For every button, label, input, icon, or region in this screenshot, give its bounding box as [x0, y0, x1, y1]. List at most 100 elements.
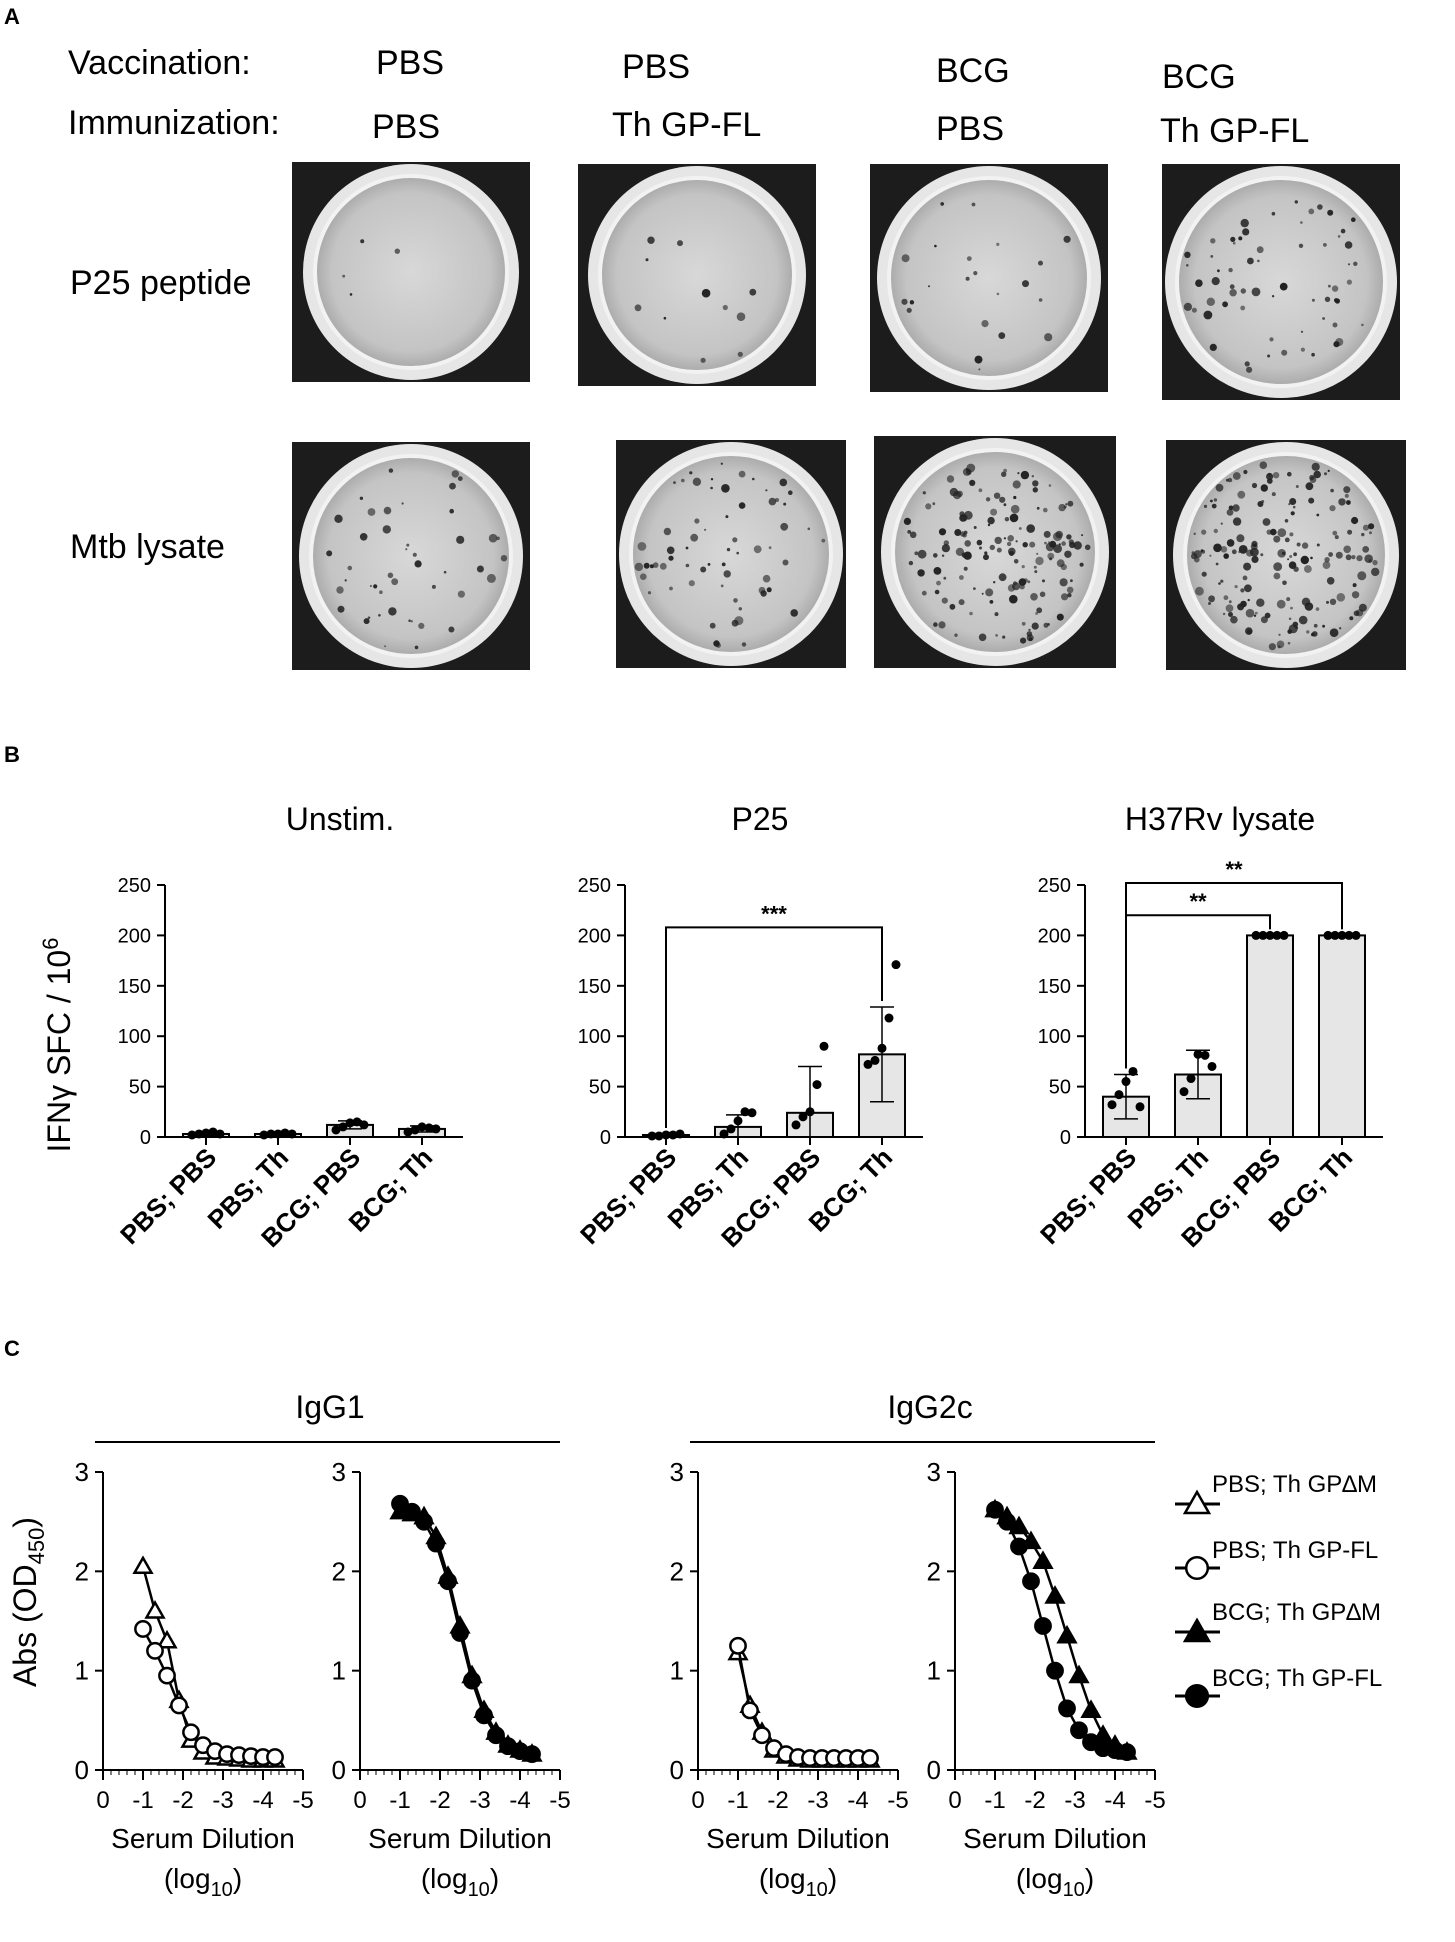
y-tick-label: 2	[75, 1556, 89, 1586]
spot	[1337, 235, 1341, 238]
spot	[1059, 578, 1068, 587]
spot	[1064, 550, 1072, 558]
spot	[1343, 486, 1351, 494]
spot	[1203, 310, 1213, 320]
spot	[985, 588, 994, 597]
data-point	[675, 1129, 685, 1139]
spot	[721, 562, 726, 567]
spot	[1278, 633, 1281, 636]
spot	[694, 518, 700, 524]
x-tick-label: -5	[292, 1787, 313, 1814]
spot	[367, 616, 371, 619]
spot	[1209, 554, 1212, 557]
spot	[685, 563, 690, 568]
panel-b-bar-charts: IFNγ SFC / 106 Unstim. 0 50 100 150 200 250 PBS…	[38, 801, 1383, 1253]
spot	[993, 492, 1001, 499]
dilution-plot-4: 0 1 2 3 0 -1 -2 -3 -4 -5 Serum Dilution (log10)	[927, 1457, 1166, 1901]
spot	[943, 576, 947, 580]
spot	[1234, 585, 1238, 589]
x-axis-label: Serum Dilution	[111, 1823, 295, 1854]
data-point	[352, 1117, 362, 1127]
elispot-well	[1162, 164, 1400, 400]
spot	[1276, 599, 1286, 609]
x-tick-label: -4	[1104, 1787, 1125, 1814]
data-point	[1114, 1090, 1124, 1100]
spot	[965, 276, 970, 281]
spot	[1230, 615, 1238, 624]
data-point	[798, 1112, 808, 1122]
spot	[1029, 541, 1036, 548]
panel-b-y-axis-label: IFNγ SFC / 106	[38, 938, 77, 1153]
data-point	[1032, 1550, 1054, 1570]
spot	[1058, 543, 1061, 546]
data-point	[998, 1512, 1016, 1531]
data-point	[1179, 1087, 1189, 1097]
spot	[940, 202, 944, 206]
data-point	[1251, 930, 1261, 940]
data-point	[1010, 1537, 1028, 1556]
data-point	[338, 1122, 348, 1132]
data-point	[647, 1131, 657, 1141]
spot	[938, 621, 946, 629]
spot	[349, 293, 353, 296]
spot	[779, 478, 788, 487]
data-point	[403, 1502, 421, 1521]
spot	[1211, 503, 1217, 509]
data-point	[280, 1128, 290, 1138]
spot	[383, 506, 392, 515]
spot	[943, 540, 949, 546]
spot	[1004, 517, 1010, 522]
data-point	[158, 1666, 176, 1685]
spot	[1250, 547, 1259, 557]
spot	[1022, 542, 1028, 548]
spot	[1284, 519, 1289, 523]
spot	[983, 554, 989, 561]
y-tick-label: 50	[589, 1077, 611, 1099]
spot	[1270, 528, 1277, 536]
spot	[738, 470, 746, 478]
bar	[1318, 934, 1366, 1138]
spot	[1048, 541, 1051, 544]
spot	[985, 497, 991, 502]
spot	[974, 355, 983, 364]
spot	[1229, 289, 1237, 297]
data-point	[1022, 1572, 1040, 1591]
data-point	[1080, 1699, 1102, 1719]
spot	[807, 527, 811, 531]
spot	[1021, 565, 1025, 569]
spot	[500, 555, 508, 562]
spot	[1322, 561, 1331, 569]
spot	[1295, 626, 1299, 630]
group2-vaccination: PBS	[622, 48, 691, 86]
spot	[1220, 522, 1223, 525]
spot	[1349, 616, 1354, 621]
spot	[1300, 555, 1310, 565]
spot	[949, 603, 956, 610]
spot	[1232, 472, 1241, 480]
spot	[909, 300, 915, 305]
spot	[677, 240, 683, 247]
spot	[1309, 474, 1315, 481]
spot	[1251, 482, 1258, 489]
spot	[1271, 295, 1275, 298]
spot	[738, 607, 742, 611]
spot	[998, 332, 1006, 339]
spot	[659, 562, 667, 570]
spot	[1279, 282, 1288, 291]
spot	[1244, 584, 1252, 593]
spot	[1306, 630, 1310, 634]
spot	[457, 476, 463, 481]
spot	[1007, 535, 1014, 542]
spot	[973, 587, 976, 590]
spot	[1329, 505, 1336, 512]
well-membrane	[1183, 452, 1389, 658]
data-point	[1258, 930, 1268, 940]
spot	[1256, 598, 1265, 607]
spot	[1068, 539, 1074, 545]
spot	[1288, 617, 1292, 621]
data-point	[259, 1130, 269, 1140]
row-label-mtb: Mtb lysate	[70, 528, 225, 566]
spot	[1240, 588, 1245, 593]
y-tick-label: 0	[600, 1127, 611, 1149]
spot	[1251, 287, 1261, 297]
